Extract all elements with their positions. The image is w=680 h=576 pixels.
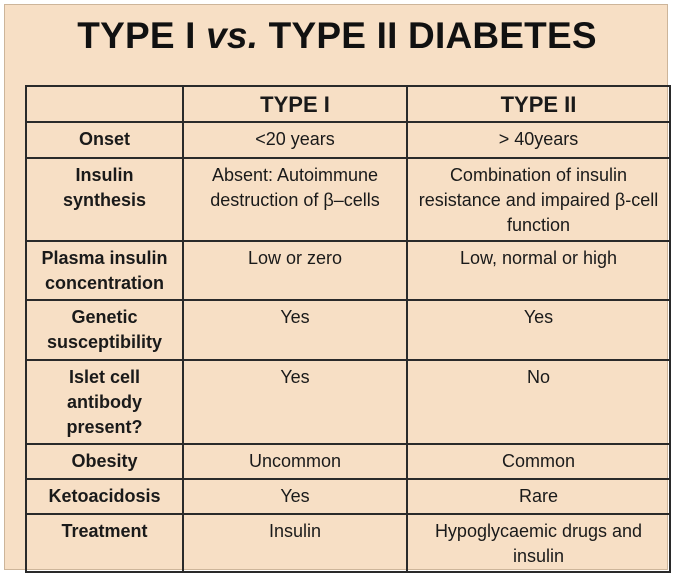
type1-cell: Yes (182, 359, 408, 445)
header-cell-empty (25, 85, 184, 123)
table-row-obesity: Obesity Uncommon Common (25, 443, 671, 480)
type1-cell: Yes (182, 478, 408, 515)
document-frame: TYPE I vs. TYPE II DIABETES TYPE I TYPE … (4, 4, 671, 573)
table-row-islet-cell-antibody: Islet cell antibody present? Yes No (25, 359, 671, 445)
type1-cell: Insulin (182, 513, 408, 573)
type2-cell: Yes (406, 299, 671, 361)
table-row-treatment: Treatment Insulin Hypoglycaemic drugs an… (25, 513, 671, 573)
title-part-2: TYPE II DIABETES (258, 15, 597, 56)
table-row-genetic-susceptibility: Genetic susceptibility Yes Yes (25, 299, 671, 361)
header-type-2: TYPE II (406, 85, 671, 123)
type2-cell: > 40years (406, 121, 671, 159)
type1-cell: Yes (182, 299, 408, 361)
row-label: Islet cell antibody present? (25, 359, 184, 445)
page-title: TYPE I vs. TYPE II DIABETES (5, 15, 669, 57)
type1-cell: Absent: Autoimmune destruction of β–cell… (182, 157, 408, 242)
type2-cell: No (406, 359, 671, 445)
table-row-ketoacidosis: Ketoacidosis Yes Rare (25, 478, 671, 515)
row-label: Genetic susceptibility (25, 299, 184, 361)
table-row-onset: Onset <20 years > 40years (25, 121, 671, 159)
type1-cell: Uncommon (182, 443, 408, 480)
comparison-table: TYPE I TYPE II Onset <20 years > 40years… (25, 85, 671, 573)
type2-cell: Hypoglycaemic drugs and insulin (406, 513, 671, 573)
header-type-1: TYPE I (182, 85, 408, 123)
type2-cell: Combination of insulin resistance and im… (406, 157, 671, 242)
row-label: Plasma insulin concentration (25, 240, 184, 301)
row-label: Treatment (25, 513, 184, 573)
row-label: Obesity (25, 443, 184, 480)
row-label: Ketoacidosis (25, 478, 184, 515)
title-vs: vs. (206, 15, 259, 56)
table-row-plasma-insulin: Plasma insulin concentration Low or zero… (25, 240, 671, 301)
table-row-insulin-synthesis: Insulin synthesis Absent: Autoimmune des… (25, 157, 671, 242)
type2-cell: Common (406, 443, 671, 480)
row-label: Insulin synthesis (25, 157, 184, 242)
type1-cell: Low or zero (182, 240, 408, 301)
header-row: TYPE I TYPE II (25, 85, 671, 123)
title-part-1: TYPE I (77, 15, 207, 56)
type2-cell: Rare (406, 478, 671, 515)
row-label: Onset (25, 121, 184, 159)
type2-cell: Low, normal or high (406, 240, 671, 301)
type1-cell: <20 years (182, 121, 408, 159)
